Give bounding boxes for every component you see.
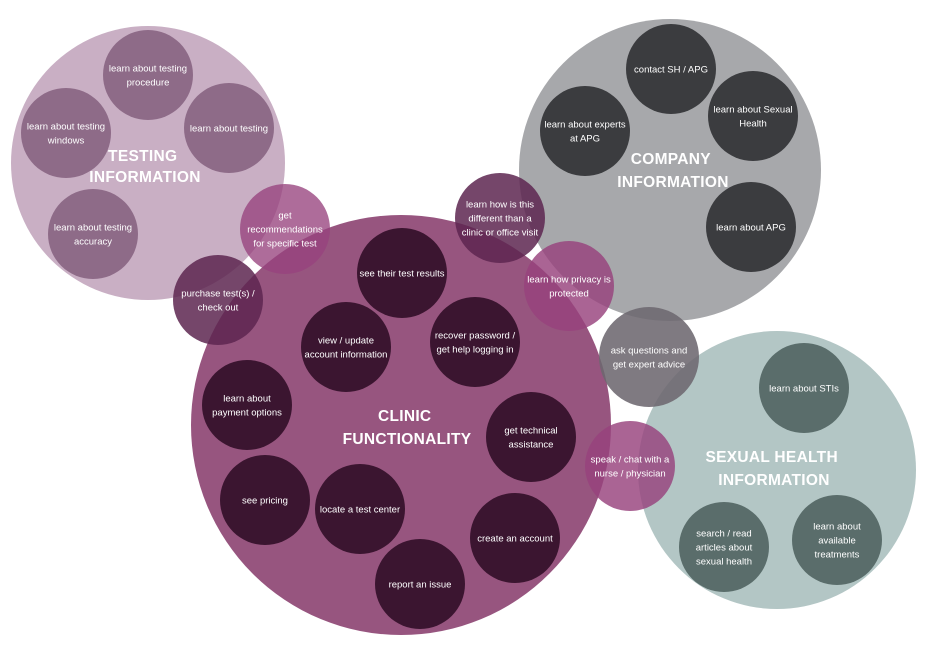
overlap-node-questions-label: ask questions and get expert advice: [611, 346, 688, 371]
sexual-node-articles: search / read articles about sexual health: [679, 502, 769, 592]
clinic-node-technical-assistance-circle: [486, 392, 576, 482]
node-layer: learn about testing procedure learn about …: [21, 24, 882, 629]
testing-node-testing-accuracy-label: learn about testing accuracy: [54, 223, 132, 248]
clinic-node-create-account: create an account: [470, 493, 560, 583]
overlap-node-questions-circle: [599, 307, 699, 407]
testing-node-testing-windows: learn about testing windows: [21, 88, 111, 178]
clinic-node-test-results: see their test results: [357, 228, 447, 318]
clinic-node-test-results-label: see their test results: [359, 269, 444, 280]
clinic-node-recover-password: recover password / get help logging in: [430, 297, 520, 387]
clinic-node-report-issue-circle: [375, 539, 465, 629]
testing-node-learn-testing-circle: [184, 83, 274, 173]
company-node-contact-label: contact SH / APG: [634, 65, 708, 76]
clinic-node-test-center-label: locate a test center: [320, 505, 400, 516]
testing-node-testing-accuracy-circle: [48, 189, 138, 279]
clinic-node-create-account-circle: [470, 493, 560, 583]
clinic-node-recover-password-label: recover password / get help logging in: [435, 331, 516, 356]
overlap-node-different-label: learn how is this different than a clinic …: [462, 200, 539, 239]
overlap-node-purchase: purchase test(s) / check out: [173, 255, 263, 345]
clinic-node-update-account-circle: [301, 302, 391, 392]
overlap-node-recommendations-circle: [240, 184, 330, 274]
company-node-contact: contact SH / APG: [626, 24, 716, 114]
company-node-experts-label: learn about experts at APG: [544, 120, 626, 145]
overlap-node-recommendations: get recommendations for specific test: [240, 184, 330, 274]
clinic-node-payment-options: learn about payment options: [202, 360, 292, 450]
clinic-node-recover-password-circle: [430, 297, 520, 387]
company-node-about-apg-circle: [706, 182, 796, 272]
overlap-node-privacy: learn how privacy is protected: [524, 241, 614, 331]
sexual-node-treatments-label: learn about available treatments: [813, 522, 861, 561]
company-node-about-apg: learn about APG: [706, 182, 796, 272]
overlap-node-privacy-label: learn how privacy is protected: [527, 275, 611, 300]
company-information-title: COMPANY INFORMATION: [617, 151, 729, 191]
company-node-about-apg-label: learn about APG: [716, 223, 786, 234]
overlap-node-privacy-circle: [524, 241, 614, 331]
testing-node-testing-procedure-label: learn about testing procedure: [109, 64, 187, 89]
clinic-functionality-title: CLINIC FUNCTIONALITY: [343, 408, 472, 448]
company-node-sexual-health: learn about Sexual Health: [708, 71, 798, 161]
testing-node-testing-windows-label: learn about testing windows: [27, 122, 105, 147]
clinic-node-report-issue: report an issue: [375, 539, 465, 629]
testing-node-learn-testing: learn about testing: [184, 83, 274, 173]
clinic-node-test-center: locate a test center: [315, 464, 405, 554]
sexual-node-articles-circle: [679, 502, 769, 592]
clinic-node-report-issue-label: report an issue: [389, 580, 452, 591]
testing-node-testing-windows-circle: [21, 88, 111, 178]
clinic-node-update-account-label: view / update account information: [305, 336, 388, 361]
sexual-node-treatments: learn about available treatments: [792, 495, 882, 585]
overlap-node-nurse: speak / chat with a nurse / physician: [585, 421, 675, 511]
clinic-node-pricing: see pricing: [220, 455, 310, 545]
overlap-node-different-circle: [455, 173, 545, 263]
testing-node-learn-testing-label: learn about testing: [190, 124, 268, 135]
clinic-node-technical-assistance: get technical assistance: [486, 392, 576, 482]
clinic-node-payment-options-label: learn about payment options: [212, 394, 282, 419]
overlap-layer: get recommendations for specific test purch…: [173, 173, 699, 511]
overlap-node-nurse-circle: [585, 421, 675, 511]
sexual-node-articles-label: search / read articles about sexual health: [696, 529, 753, 568]
testing-information-title: TESTING INFORMATION: [89, 148, 201, 186]
overlap-node-recommendations-label: get recommendations for specific test: [247, 211, 323, 250]
sexual-node-stis-label: learn about STIs: [769, 384, 839, 395]
overlap-node-purchase-circle: [173, 255, 263, 345]
overlap-node-nurse-label: speak / chat with a nurse / physician: [591, 455, 670, 480]
testing-node-testing-procedure-circle: [103, 30, 193, 120]
clinic-node-pricing-label: see pricing: [242, 496, 288, 507]
company-node-sexual-health-circle: [708, 71, 798, 161]
clinic-node-pricing-circle: [220, 455, 310, 545]
testing-node-testing-procedure: learn about testing procedure: [103, 30, 193, 120]
sexual-health-information-title: SEXUAL HEALTH INFORMATION: [705, 449, 842, 489]
testing-node-testing-accuracy: learn about testing accuracy: [48, 189, 138, 279]
clinic-node-technical-assistance-label: get technical assistance: [504, 426, 557, 451]
overlap-node-questions: ask questions and get expert advice: [599, 307, 699, 407]
overlap-node-purchase-label: purchase test(s) / check out: [181, 289, 255, 314]
clinic-node-payment-options-circle: [202, 360, 292, 450]
sexual-node-stis-circle: [759, 343, 849, 433]
company-node-sexual-health-label: learn about Sexual Health: [713, 105, 792, 130]
company-node-experts-circle: [540, 86, 630, 176]
clinic-node-test-center-circle: [315, 464, 405, 554]
overlap-node-different: learn how is this different than a clinic …: [455, 173, 545, 263]
sexual-node-stis: learn about STIs: [759, 343, 849, 433]
company-node-contact-circle: [626, 24, 716, 114]
clinic-node-test-results-circle: [357, 228, 447, 318]
clinic-node-update-account: view / update account information: [301, 302, 391, 392]
clinic-node-create-account-label: create an account: [477, 534, 553, 545]
sexual-node-treatments-circle: [792, 495, 882, 585]
company-node-experts: learn about experts at APG: [540, 86, 630, 176]
